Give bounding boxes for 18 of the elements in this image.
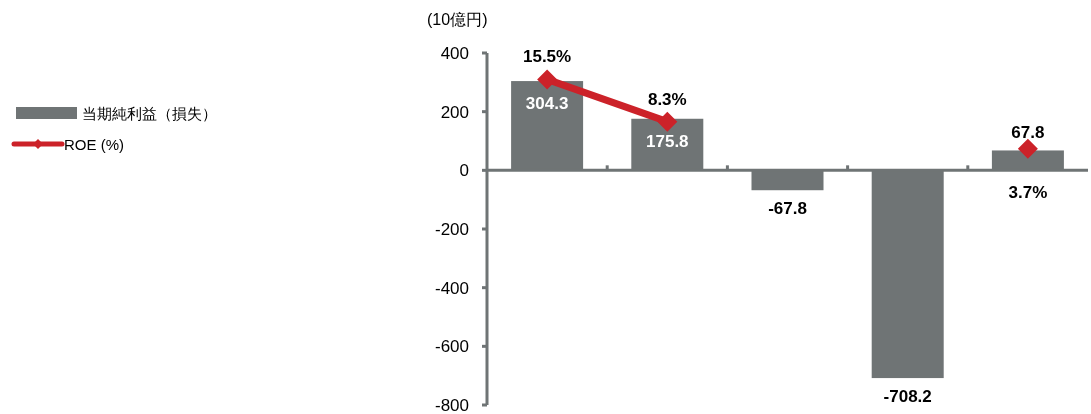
y-tick-label: -400: [434, 278, 469, 298]
legend-label: 当期純利益（損失）: [82, 105, 217, 122]
y-tick-label: -800: [434, 396, 469, 414]
y-tick-label: 0: [459, 161, 469, 181]
data-label: 15.5%: [523, 47, 572, 67]
data-label: 8.3%: [647, 89, 687, 109]
y-tick-label: -600: [434, 337, 469, 357]
data-label: -67.8: [768, 199, 807, 219]
y-tick-label: 200: [440, 102, 469, 122]
data-label: 304.3: [525, 94, 569, 114]
data-label: 175.8: [646, 131, 689, 151]
data-label: -708.2: [883, 387, 932, 407]
y-axis-title: (10億円): [427, 11, 488, 28]
y-tick-label: 400: [440, 44, 469, 63]
legend-label: ROE (%): [64, 136, 124, 153]
data-label: 67.8: [1011, 123, 1045, 143]
y-tick-label: -200: [434, 220, 469, 239]
data-label: 3.7%: [1008, 183, 1048, 203]
